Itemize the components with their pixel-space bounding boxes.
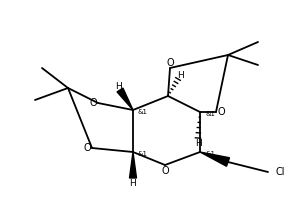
Polygon shape bbox=[117, 88, 133, 110]
Text: O: O bbox=[166, 58, 174, 68]
Text: H: H bbox=[177, 71, 183, 80]
Text: &1: &1 bbox=[138, 109, 148, 115]
Text: O: O bbox=[89, 98, 97, 108]
Text: H: H bbox=[115, 82, 121, 90]
Text: O: O bbox=[161, 166, 169, 176]
Text: Cl: Cl bbox=[275, 167, 285, 177]
Text: H: H bbox=[130, 179, 136, 187]
Text: O: O bbox=[83, 143, 91, 153]
Polygon shape bbox=[129, 152, 136, 178]
Text: H: H bbox=[195, 138, 201, 147]
Text: &1: &1 bbox=[138, 151, 148, 157]
Text: &1: &1 bbox=[205, 151, 215, 157]
Text: O: O bbox=[217, 107, 225, 117]
Polygon shape bbox=[200, 152, 230, 166]
Text: &1: &1 bbox=[205, 111, 215, 117]
